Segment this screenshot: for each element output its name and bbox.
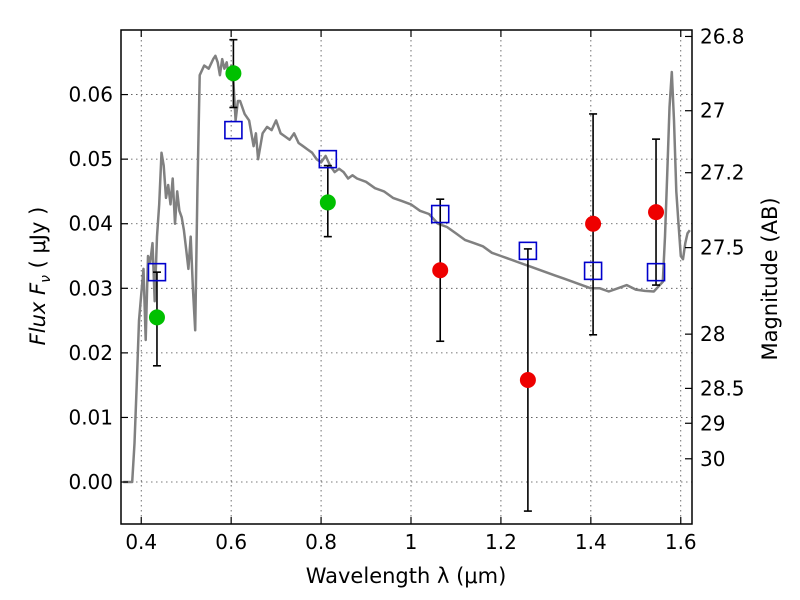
model-square <box>646 262 666 282</box>
right-tick-label: 27.2 <box>700 161 745 185</box>
x-tick-label: 1.6 <box>665 530 697 554</box>
model-square <box>147 262 167 282</box>
y-tick-label: 0.00 <box>68 470 113 494</box>
right-tick-label: 29 <box>700 411 725 435</box>
low-significance-point <box>519 371 536 388</box>
x-axis-title: Wavelength λ (μm) <box>306 564 507 588</box>
right-tick-label: 27 <box>700 99 725 123</box>
model-photometry-squares <box>147 120 666 282</box>
right-axis-ticks: 26.8 27 27.2 27.5 28 28.5 29 30 <box>685 24 745 471</box>
y-tick-label: 0.04 <box>68 212 113 236</box>
model-spectrum <box>123 54 691 484</box>
y-axis-title-unit: ( μJy ) <box>26 207 50 275</box>
y-axis-title: Flux Fν ( μJy ) <box>26 207 54 346</box>
detection-point <box>148 309 165 326</box>
y-tick-label: 0.02 <box>68 341 113 365</box>
model-square <box>430 204 450 224</box>
right-tick-label: 30 <box>700 447 725 471</box>
x-tick-label: 1.2 <box>485 530 517 554</box>
y-axis-title-main: Flux F <box>26 282 50 345</box>
model-square <box>583 261 603 281</box>
y-tick-label: 0.05 <box>68 147 113 171</box>
y-tick-label: 0.06 <box>68 83 113 107</box>
low-significance-point <box>585 215 602 232</box>
detection-point <box>225 65 242 82</box>
x-tick-label: 0.6 <box>215 530 247 554</box>
right-tick-label: 27.5 <box>700 236 745 260</box>
y-tick-label: 0.01 <box>68 405 113 429</box>
photometry-points <box>148 65 665 388</box>
x-tick-label: 0.8 <box>305 530 337 554</box>
spectrum-line <box>123 54 691 484</box>
right-tick-label: 26.8 <box>700 24 745 48</box>
y-axis-ticks: 0.00 0.01 0.02 0.03 0.04 0.05 0.06 <box>68 83 128 494</box>
detection-point <box>319 194 336 211</box>
x-tick-label: 0.4 <box>125 530 157 554</box>
y-axis-title-sub: ν <box>38 275 54 283</box>
x-axis-ticks: 0.4 0.6 0.8 1 1.2 1.4 1.6 <box>125 30 697 554</box>
x-tick-label: 1 <box>405 530 418 554</box>
low-significance-point <box>648 204 665 221</box>
plot-frame <box>120 29 693 525</box>
x-tick-label: 1.4 <box>575 530 607 554</box>
y-tick-label: 0.03 <box>68 276 113 300</box>
low-significance-point <box>432 262 449 279</box>
grid-lines <box>121 30 692 524</box>
right-tick-label: 28.5 <box>700 376 745 400</box>
model-square <box>518 241 538 261</box>
model-square <box>224 120 243 140</box>
right-axis-title: Magnitude (AB) <box>758 197 782 360</box>
right-tick-label: 28 <box>700 322 725 346</box>
model-square <box>318 149 338 169</box>
